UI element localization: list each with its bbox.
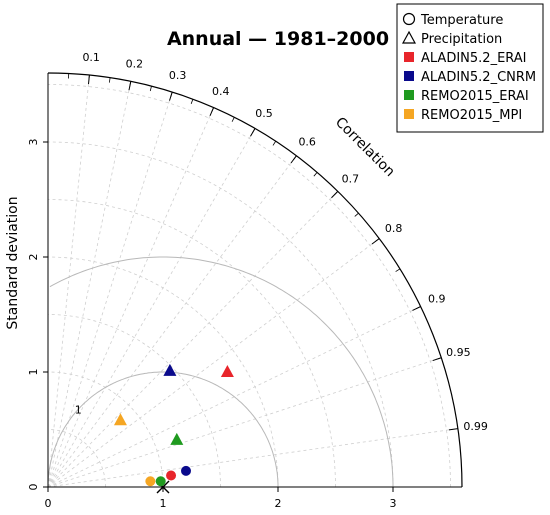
correlation-minor-tick — [415, 306, 421, 310]
std-gridline — [47, 429, 106, 488]
correlation-minor-tick — [231, 117, 235, 122]
correlation-gridline — [47, 191, 339, 488]
std-gridline — [47, 256, 279, 488]
correlation-gridline — [47, 238, 380, 488]
rms-contour-label: 1 — [75, 403, 82, 416]
data-point-circle — [181, 465, 191, 476]
correlation-minor-tick — [129, 81, 132, 87]
legend-swatch — [404, 71, 414, 81]
correlation-gridline — [47, 75, 90, 488]
data-point-circle — [155, 476, 166, 487]
correlation-minor-tick — [149, 86, 152, 92]
outer-arc — [47, 72, 463, 488]
std-gridline — [47, 84, 451, 488]
correlation-label: Correlation — [332, 114, 398, 180]
rms-contour — [47, 371, 279, 487]
data-point-triangle — [163, 363, 177, 376]
correlation-tick-label: 0.99 — [463, 420, 488, 433]
correlation-minor-tick — [354, 212, 359, 217]
correlation-tick-label: 0.95 — [446, 346, 471, 359]
correlation-minor-tick — [293, 155, 297, 161]
y-axis-label: Standard deviation — [5, 196, 21, 329]
correlation-minor-tick — [211, 107, 214, 113]
reference-marker — [156, 480, 170, 494]
correlation-minor-tick — [108, 77, 111, 83]
correlation-gridline — [47, 428, 458, 488]
correlation-tick-label: 0.4 — [212, 85, 230, 98]
std-gridline — [47, 314, 221, 488]
data-point-triangle — [170, 432, 184, 445]
correlation-minor-tick — [252, 128, 256, 133]
correlation-minor-tick — [395, 268, 401, 272]
data-point-triangle — [220, 365, 234, 377]
correlation-minor-tick — [170, 91, 173, 97]
std-gridline — [47, 141, 394, 488]
correlation-gridline — [47, 357, 442, 488]
correlation-tick-label: 0.1 — [82, 51, 100, 64]
legend-label: REMO2015_MPI — [421, 108, 522, 123]
legend-label: ALADIN5.2_CNRM — [421, 70, 536, 85]
correlation-minor-tick — [313, 172, 318, 177]
data-points — [113, 363, 234, 494]
legend-label: ALADIN5.2_ERAI — [421, 51, 527, 66]
std-gridline — [47, 199, 336, 488]
correlation-minor-tick — [374, 238, 380, 242]
legend-swatch — [404, 52, 414, 62]
chart-title: Annual — 1981–2000 — [167, 28, 389, 50]
correlation-gridline — [47, 306, 421, 488]
legend-label: Precipitation — [421, 32, 502, 47]
correlation-gridline — [47, 128, 256, 488]
data-point-circle — [145, 476, 156, 487]
x-tick-label: 1 — [160, 497, 167, 510]
legend-box — [396, 3, 544, 133]
correlation-minor-tick — [436, 357, 442, 360]
correlation-tick-label: 0.7 — [342, 172, 360, 185]
correlation-minor-tick — [88, 75, 90, 81]
legend: Temperature Precipitation ALADIN5.2_ERAI AL… — [396, 3, 544, 133]
legend-label: Temperature — [420, 13, 503, 28]
chart-axes: 0.10.20.30.40.50.60.70.80.90.950.9900112… — [27, 51, 488, 510]
legend-swatch — [404, 90, 414, 100]
correlation-minor-tick — [272, 141, 277, 146]
correlation-gridline — [47, 91, 173, 488]
correlation-minor-tick — [334, 191, 339, 196]
y-tick-label: 1 — [27, 369, 40, 376]
correlation-tick-label: 0.5 — [255, 107, 273, 120]
rms-contours: 12 — [47, 256, 394, 487]
correlation-tick-label: 0.6 — [298, 135, 316, 148]
legend-swatch — [404, 109, 414, 119]
legend-label: REMO2015_ERAI — [421, 89, 529, 104]
x-tick-label: 2 — [275, 497, 282, 510]
data-point-circle — [166, 470, 177, 481]
correlation-minor-tick — [190, 99, 194, 105]
y-tick-label: 2 — [27, 254, 40, 261]
x-tick-label: 0 — [45, 497, 52, 510]
std-gridline — [47, 371, 164, 488]
correlation-gridline — [47, 107, 214, 488]
chart-grid — [47, 75, 458, 488]
correlation-tick-label: 0.2 — [126, 58, 144, 71]
legend-circle-icon — [402, 12, 416, 26]
x-tick-label: 3 — [390, 497, 397, 510]
data-point-triangle — [113, 413, 127, 426]
y-tick-label: 3 — [27, 139, 40, 146]
y-tick-label: 0 — [27, 484, 40, 491]
rms-contour — [49, 256, 394, 487]
correlation-gridline — [47, 81, 132, 488]
correlation-major-tick — [448, 428, 458, 431]
legend-triangle-icon — [401, 30, 417, 44]
correlation-tick-label: 0.3 — [169, 69, 187, 82]
correlation-tick-label: 0.8 — [385, 222, 403, 235]
correlation-tick-label: 0.9 — [428, 293, 446, 306]
correlation-gridline — [47, 155, 297, 488]
